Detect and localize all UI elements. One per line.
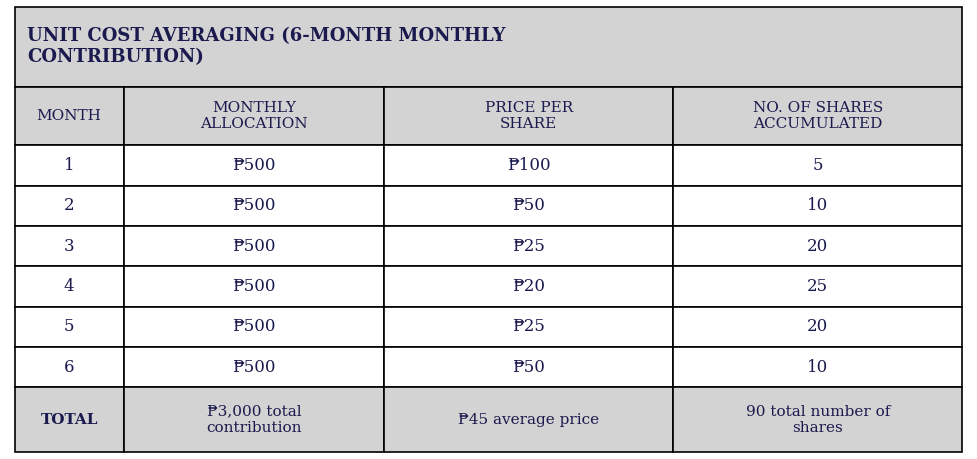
Bar (673, 226, 962, 266)
Text: ₱25: ₱25 (512, 318, 545, 335)
Bar (673, 266, 962, 307)
Bar (124, 347, 384, 387)
Text: 90 total number of
shares: 90 total number of shares (745, 404, 890, 435)
Bar (124, 87, 384, 146)
Bar (15, 266, 124, 307)
Bar (124, 387, 384, 452)
Text: 4: 4 (64, 278, 74, 295)
Bar (673, 347, 962, 387)
Text: ₱500: ₱500 (233, 318, 276, 335)
Text: ₱500: ₱500 (233, 157, 276, 174)
Text: ₱500: ₱500 (233, 358, 276, 375)
Bar (384, 266, 673, 307)
Bar (384, 186, 673, 226)
Text: ₱100: ₱100 (507, 157, 551, 174)
Bar (15, 307, 124, 347)
Bar (384, 347, 673, 387)
Bar (124, 146, 384, 186)
Bar (384, 387, 673, 452)
Bar (15, 146, 124, 186)
Text: PRICE PER
SHARE: PRICE PER SHARE (485, 101, 573, 131)
Text: 6: 6 (64, 358, 74, 375)
Bar (15, 87, 124, 146)
Bar (15, 7, 962, 87)
Text: ₱500: ₱500 (233, 278, 276, 295)
Bar (15, 186, 124, 226)
Bar (124, 307, 384, 347)
Bar (124, 266, 384, 307)
Bar (15, 226, 124, 266)
Text: ₱25: ₱25 (512, 238, 545, 255)
Bar (384, 307, 673, 347)
Text: ₱3,000 total
contribution: ₱3,000 total contribution (206, 404, 302, 435)
Text: 20: 20 (807, 318, 828, 335)
Bar (15, 347, 124, 387)
Text: NO. OF SHARES
ACCUMULATED: NO. OF SHARES ACCUMULATED (752, 101, 883, 131)
Bar (673, 307, 962, 347)
Text: MONTHLY
ALLOCATION: MONTHLY ALLOCATION (200, 101, 308, 131)
Bar (124, 186, 384, 226)
Bar (124, 226, 384, 266)
Text: ₱50: ₱50 (512, 358, 545, 375)
Bar (673, 387, 962, 452)
Bar (673, 146, 962, 186)
Text: ₱500: ₱500 (233, 197, 276, 214)
Text: 5: 5 (64, 318, 74, 335)
Bar (673, 186, 962, 226)
Bar (384, 87, 673, 146)
Bar (673, 87, 962, 146)
Text: ₱45 average price: ₱45 average price (458, 413, 599, 426)
Text: 25: 25 (807, 278, 828, 295)
Text: 3: 3 (64, 238, 74, 255)
Bar (384, 226, 673, 266)
Text: 10: 10 (807, 197, 828, 214)
Text: 20: 20 (807, 238, 828, 255)
Text: UNIT COST AVERAGING (6-MONTH MONTHLY
CONTRIBUTION): UNIT COST AVERAGING (6-MONTH MONTHLY CON… (27, 28, 506, 67)
Text: 10: 10 (807, 358, 828, 375)
Bar (384, 146, 673, 186)
Text: ₱500: ₱500 (233, 238, 276, 255)
Text: ₱50: ₱50 (512, 197, 545, 214)
Text: 1: 1 (64, 157, 74, 174)
Text: TOTAL: TOTAL (40, 413, 98, 426)
Text: 2: 2 (64, 197, 74, 214)
Text: MONTH: MONTH (37, 109, 102, 123)
Text: ₱20: ₱20 (512, 278, 545, 295)
Bar (15, 387, 124, 452)
Text: 5: 5 (813, 157, 823, 174)
